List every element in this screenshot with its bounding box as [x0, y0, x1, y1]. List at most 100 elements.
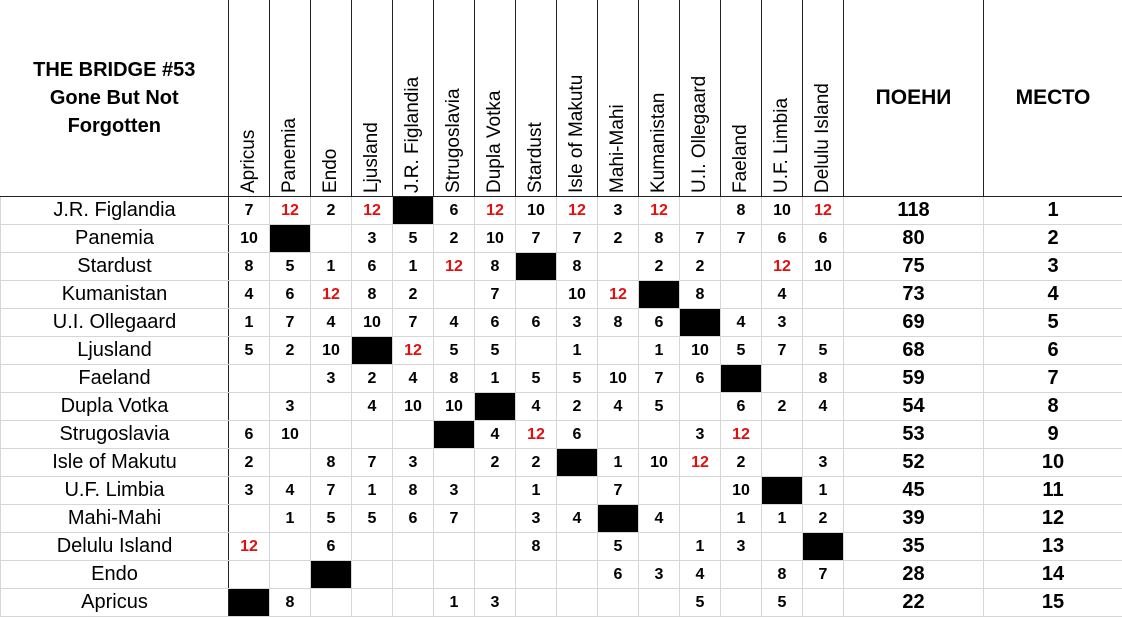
score-cell: 12: [515, 420, 557, 449]
score-cell: 2: [433, 224, 475, 253]
score-cell: [310, 588, 352, 617]
header-row: THE BRIDGE #53 Gone But Not Forgotten Apr…: [0, 0, 1122, 197]
score-cell: [556, 560, 598, 589]
score-cell: 1: [351, 476, 393, 505]
score-cell: 2: [761, 392, 803, 421]
score-cell: [597, 420, 639, 449]
score-cell: 10: [310, 336, 352, 365]
score-cell: 2: [802, 504, 844, 533]
score-cell: 4: [351, 392, 393, 421]
score-cell: 6: [802, 224, 844, 253]
score-cell: [802, 308, 844, 337]
score-cell: 10: [515, 196, 557, 225]
score-cell: [515, 252, 557, 281]
score-cell: 6: [228, 420, 270, 449]
score-cell: 1: [556, 336, 598, 365]
score-row: Dupla Votka 3 4 10 10 4 2 4 5 6 2 4 54 8: [0, 392, 1122, 421]
score-cell: 5: [474, 336, 516, 365]
score-cell: [679, 392, 721, 421]
score-cell: 7: [515, 224, 557, 253]
score-cell: 4: [679, 560, 721, 589]
score-cell: 6: [392, 504, 434, 533]
score-cell: 10: [433, 392, 475, 421]
score-cell: 12: [638, 196, 680, 225]
score-cell: 4: [433, 308, 475, 337]
score-cell: [228, 504, 270, 533]
total: 69: [843, 308, 984, 337]
voter-name: Kumanistan: [648, 92, 669, 193]
title: THE BRIDGE #53: [33, 59, 196, 81]
voter-header: Dupla Votka: [474, 0, 516, 197]
score-cell: [474, 504, 516, 533]
voter-header: Ljusland: [351, 0, 393, 197]
voter-header: U.I. Ollegaard: [679, 0, 721, 197]
score-cell: [392, 420, 434, 449]
score-cell: 2: [720, 448, 762, 477]
score-cell: [351, 420, 393, 449]
score-cell: 1: [433, 588, 475, 617]
score-cell: 10: [679, 336, 721, 365]
score-cell: [515, 336, 557, 365]
score-cell: 7: [638, 364, 680, 393]
score-cell: 10: [228, 224, 270, 253]
score-row: Ljusland 5 2 10 12 5 5 1 1 10 5 7 5 68 6: [0, 336, 1122, 365]
total: 75: [843, 252, 984, 281]
score-cell: 1: [802, 476, 844, 505]
score-cell: [392, 532, 434, 561]
score-cell: 12: [802, 196, 844, 225]
score-cell: 1: [761, 504, 803, 533]
score-cell: [761, 448, 803, 477]
total: 45: [843, 476, 984, 505]
score-cell: [802, 588, 844, 617]
score-cell: 6: [310, 532, 352, 561]
score-cell: [761, 420, 803, 449]
score-cell: 7: [351, 448, 393, 477]
score-cell: [433, 448, 475, 477]
score-cell: [802, 532, 844, 561]
score-row: Panemia 10 3 5 2 10 7 7 2 8 7 7 6 6 80 2: [0, 224, 1122, 253]
score-cell: 8: [679, 280, 721, 309]
voter-name: Faeland: [730, 124, 751, 193]
score-cell: 12: [351, 196, 393, 225]
score-cell: [720, 364, 762, 393]
country: Endo: [0, 560, 229, 589]
score-cell: 4: [720, 308, 762, 337]
score-row: Mahi-Mahi 1 5 5 6 7 3 4 4 1 1 2 39 12: [0, 504, 1122, 533]
country: Dupla Votka: [0, 392, 229, 421]
score-cell: 6: [433, 196, 475, 225]
score-cell: 10: [638, 448, 680, 477]
score-cell: 3: [720, 532, 762, 561]
score-cell: [310, 224, 352, 253]
score-cell: 8: [433, 364, 475, 393]
score-cell: [638, 588, 680, 617]
score-cell: 3: [597, 196, 639, 225]
score-cell: [433, 532, 475, 561]
score-cell: 8: [597, 308, 639, 337]
score-cell: 1: [474, 364, 516, 393]
voter-header: Stardust: [515, 0, 557, 197]
voter-name: Endo: [320, 148, 341, 193]
score-cell: 7: [802, 560, 844, 589]
score-cell: [351, 560, 393, 589]
score-cell: [597, 588, 639, 617]
score-cell: 1: [228, 308, 270, 337]
voter-header: Strugoslavia: [433, 0, 475, 197]
score-cell: 4: [597, 392, 639, 421]
score-cell: 4: [269, 476, 311, 505]
score-cell: 8: [269, 588, 311, 617]
score-cell: [638, 420, 680, 449]
score-cell: 8: [761, 560, 803, 589]
score-cell: 4: [556, 504, 598, 533]
place: 8: [983, 392, 1122, 421]
score-cell: 5: [720, 336, 762, 365]
score-cell: 2: [597, 224, 639, 253]
country: Stardust: [0, 252, 229, 281]
score-cell: 6: [679, 364, 721, 393]
score-cell: 6: [597, 560, 639, 589]
score-cell: [597, 504, 639, 533]
score-cell: [720, 252, 762, 281]
score-cell: 12: [474, 196, 516, 225]
score-cell: 2: [515, 448, 557, 477]
score-cell: 3: [556, 308, 598, 337]
